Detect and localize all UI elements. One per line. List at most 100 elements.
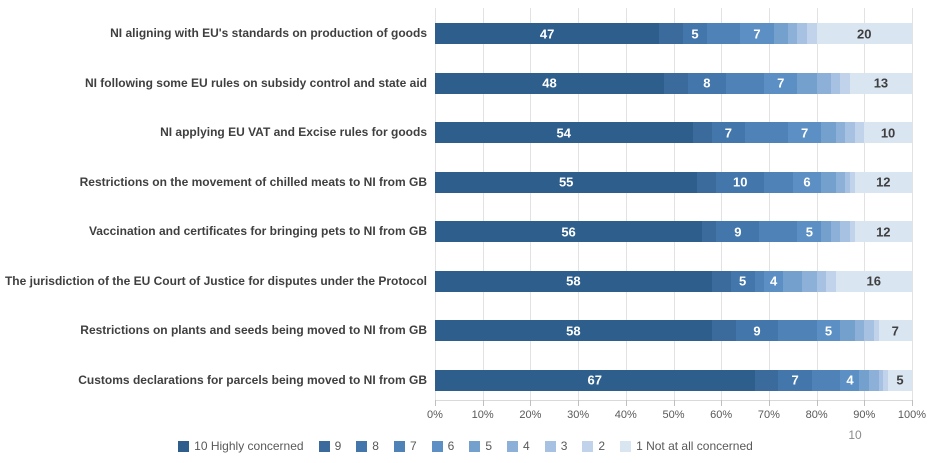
legend-item: 7 [393,439,417,453]
legend-item: 10 Highly concerned [178,439,304,453]
bar-segment-9 [711,270,731,292]
gridline [864,8,866,400]
value-label: 67 [587,372,603,388]
legend-label: 4 [523,439,530,453]
bar-row: 47 5 7 20 [435,23,912,44]
bar-segment-2 [849,221,855,242]
value-label: 56 [561,224,576,239]
bar-segment-2 [840,72,850,94]
value-label: 4 [846,372,854,388]
legend-label: 1 Not at all concerned [636,439,753,453]
value-label: 8 [703,75,711,91]
category-label: NI applying EU VAT and Excise rules for … [160,125,427,139]
bar-segment-2 [826,270,836,292]
x-tick-mark [435,400,436,406]
bar-segment-10: 54 [435,122,693,143]
legend-label: 9 [334,439,342,453]
x-tick-label: 40% [614,409,637,421]
x-tick-label: 50% [662,409,685,421]
bar-segment-7 [759,221,798,242]
x-tick-mark [673,400,675,406]
bar-segment-3 [864,320,874,341]
x-tick-label: 10% [471,409,494,421]
legend-label: 6 [447,439,455,453]
bar-segment-5 [840,320,855,341]
x-tick-label: 0% [427,409,443,421]
legend-item: 6 [431,439,455,453]
legend-swatch-icon [582,440,594,452]
gridline [816,8,818,400]
value-label: 10 [733,174,748,190]
bar-segment-7 [706,23,741,44]
chart-legend: 10 Highly concerned 9 8 7 6 5 4 3 2 1 Not at all … [0,439,931,453]
bar-segment-5 [821,122,836,143]
legend-label: 10 Highly concerned [194,439,304,453]
legend-label: 8 [372,439,379,453]
bar-segment-1: 13 [849,72,912,94]
bar-segment-5 [821,221,831,242]
bar-segment-5 [797,72,817,94]
value-label: 5 [691,26,699,41]
value-label: 7 [777,75,785,91]
bar-segment-5 [773,23,788,44]
bar-segment-10: 58 [435,320,712,341]
value-label: 55 [558,174,574,190]
bar-segment-2 [883,369,889,391]
legend-swatch-icon [356,440,368,452]
bar-segment-9 [711,320,736,341]
bar-segment-1: 5 [888,369,912,391]
bar-segment-10: 47 [435,23,660,44]
gridline [578,8,580,400]
bar-row: 48 8 7 13 [435,72,912,94]
x-tick-label: 80% [805,409,828,421]
legend-swatch-icon [507,440,519,452]
category-label: Vaccination and certificates for bringin… [88,224,427,238]
bar-segment-4 [787,23,798,44]
bar-segment-3 [845,122,855,143]
bar-segment-6: 7 [787,122,822,143]
value-label: 10 [880,125,896,140]
x-tick-label: 30% [567,409,590,421]
bar-segment-4 [835,171,846,193]
bar-segment-8: 10 [716,171,765,193]
x-tick-label: 90% [853,409,876,421]
bar-segment-8: 7 [711,122,746,143]
value-label: 7 [791,372,799,388]
gridline [482,8,484,400]
bar-segment-4 [854,320,865,341]
value-label: 5 [896,372,904,388]
bar-row: 58 9 5 7 [435,320,912,341]
bar-segment-7 [745,122,788,143]
legend-label: 3 [560,439,568,453]
bar-segment-7 [778,320,817,341]
bar-segment-1: 12 [854,221,912,242]
category-label: NI aligning with EU's standards on produ… [110,26,427,40]
bar-segment-8: 8 [687,72,726,94]
x-tick-mark [816,400,818,406]
legend-swatch-icon [469,440,481,452]
x-tick-mark [912,400,913,406]
bar-segment-8: 9 [716,221,760,242]
legend-swatch-icon [318,440,330,452]
value-label: 9 [734,224,742,239]
value-label: 5 [805,224,814,239]
bar-segment-3 [878,369,884,391]
bar-segment-7 [754,270,765,292]
bar-segment-1: 16 [835,270,912,292]
bar-segment-10: 55 [435,171,698,193]
bar-segment-6: 5 [797,221,822,242]
x-tick-label: 60% [710,409,733,421]
bar-segment-2 [806,23,817,44]
bar-segment-8: 5 [683,23,707,44]
value-label: 58 [566,273,581,289]
gridline [673,8,675,400]
value-label: 48 [542,75,557,91]
value-label: 13 [873,75,889,91]
bar-segment-9 [702,221,717,242]
bar-segment-5 [859,369,870,391]
bar-segment-9 [697,171,717,193]
x-tick-label: 100% [897,409,927,421]
category-label: Customs declarations for parcels being m… [78,372,427,387]
bar-segment-6: 7 [764,72,798,94]
